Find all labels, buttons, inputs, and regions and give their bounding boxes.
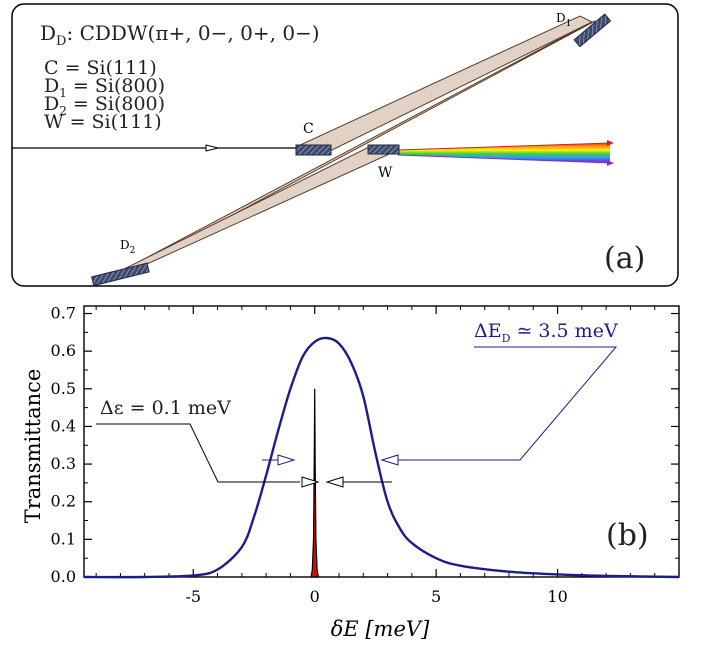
crystal-label-d2: D2	[120, 238, 135, 256]
crystal-label-c: C	[303, 121, 314, 137]
output-arrow-top	[607, 140, 614, 146]
crystal-spec-line-2: D1 = Si(800)	[44, 75, 165, 100]
configuration-title: DD: CDDW(π+, 0−, 0+, 0−)	[40, 21, 320, 49]
x-tick-label: -5	[185, 587, 201, 606]
y-tick-label: 0.3	[51, 454, 76, 473]
incident-beam-arrow	[205, 144, 219, 152]
crystal-label-d1: D1	[556, 11, 571, 29]
y-tick-labels: 0.0 0.1 0.2 0.3 0.4 0.5 0.6 0.7	[51, 304, 76, 586]
annotation-wide-arrow-left	[277, 454, 296, 466]
x-tick-label: 0	[310, 587, 320, 606]
output-edge-bottom	[397, 154, 612, 164]
beam-paths	[103, 15, 596, 280]
x-tick-label: 10	[547, 587, 567, 606]
x-axis-label: δE [meV]	[331, 617, 430, 641]
output-edge-top	[397, 142, 612, 151]
y-tick-label: 0.6	[51, 341, 76, 360]
annotation-narrow-leader	[96, 423, 300, 483]
x-tick-labels: -5 0 5 10	[185, 587, 567, 606]
series-wide-curve	[83, 336, 680, 579]
annotation-narrow: Δε = 0.1 meV	[100, 397, 231, 419]
crystal-d2	[91, 262, 150, 287]
annotation-wide-leader	[398, 346, 618, 461]
plot-frame	[83, 305, 680, 578]
y-tick-label: 0.1	[51, 529, 76, 548]
x-tick-label: 5	[431, 587, 441, 606]
y-tick-label: 0.4	[51, 416, 76, 435]
output-spectrum-fan	[398, 143, 610, 163]
crystal-spec-line-4: W = Si(111)	[44, 111, 162, 133]
y-tick-label: 0.0	[51, 567, 76, 586]
crystal-spec-line-3: D2 = Si(800)	[44, 93, 165, 118]
panel-a-label: (a)	[604, 241, 645, 276]
annotation-narrow-arrow-right	[325, 476, 344, 488]
y-tick-label: 0.2	[51, 492, 76, 511]
annotation-narrow-arrow-left	[301, 476, 320, 488]
panel-a: C W D1 D2 DD: CDDW(π+, 0−, 0+, 0−) C = S…	[11, 3, 679, 287]
y-tick-label: 0.7	[51, 304, 76, 323]
crystal-label-w: W	[378, 165, 393, 181]
crystal-spec-line-1: C = Si(111)	[44, 57, 157, 79]
crystal-d1	[573, 13, 612, 48]
panel-b: -5 0 5 10 0.0 0.1 0.2 0.3 0.4 0.5 0.6 0.7 Δε = 0.1…	[21, 304, 680, 641]
panel-a-frame	[11, 3, 679, 287]
panel-b-label: (b)	[606, 518, 649, 553]
output-arrow-bottom	[607, 160, 614, 166]
y-tick-label: 0.5	[51, 379, 76, 398]
crystal-w	[367, 144, 400, 155]
y-axis-label: Transmittance	[21, 369, 45, 524]
annotation-wide: ΔED ≃ 3.5 meV	[474, 320, 618, 345]
crystal-c	[295, 144, 332, 156]
annotation-wide-arrow-right	[380, 454, 399, 466]
